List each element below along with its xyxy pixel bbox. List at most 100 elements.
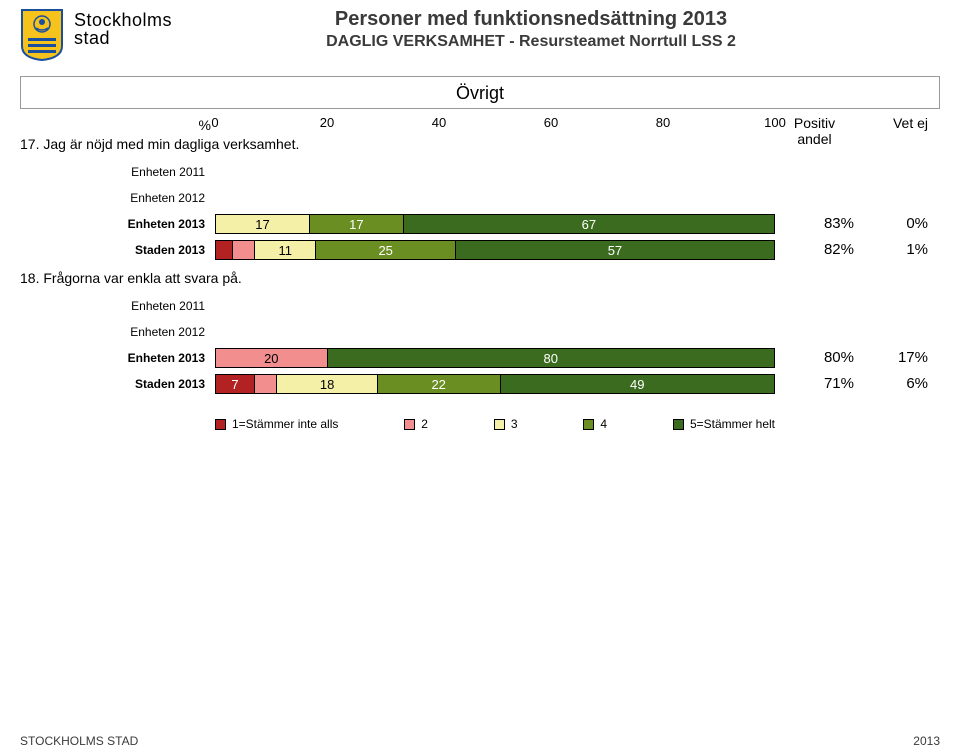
- chart-area: % 0 20 40 60 80 100 Positiv andel Vet ej 17. …: [20, 115, 940, 431]
- legend-swatch: [494, 419, 505, 430]
- vetej-value: 0%: [870, 211, 930, 237]
- bar-cell: [215, 319, 775, 345]
- vetej-value: [870, 159, 930, 185]
- positiv-value: 80%: [775, 345, 870, 371]
- row-label: Enheten 2013: [20, 345, 215, 371]
- data-row: Enheten 2012: [20, 319, 940, 345]
- legend: 1=Stämmer inte alls 2 3 4 5=Stämmer helt: [215, 417, 775, 431]
- positiv-value: [775, 293, 870, 319]
- chart-body: 17. Jag är nöjd med min dagliga verksamh…: [20, 135, 940, 397]
- data-row: Enheten 2012: [20, 185, 940, 211]
- footer-left: STOCKHOLMS STAD: [20, 734, 138, 748]
- page-subtitle: DAGLIG VERKSAMHET - Resursteamet Norrtul…: [122, 33, 940, 51]
- logo-stockholm: [20, 8, 64, 62]
- bar-segment: 25: [316, 241, 456, 259]
- vetej-value: 17%: [870, 345, 930, 371]
- bar-segment: 20: [216, 349, 328, 367]
- positiv-value: 82%: [775, 237, 870, 263]
- row-label: Enheten 2011: [20, 159, 215, 185]
- positiv-value: 71%: [775, 371, 870, 397]
- legend-swatch: [404, 419, 415, 430]
- legend-swatch: [215, 419, 226, 430]
- question-text: 18. Frågorna var enkla att svara på.: [20, 269, 420, 287]
- positiv-header: Positiv andel: [775, 115, 870, 135]
- positiv-value: [775, 185, 870, 211]
- vetej-value: [870, 185, 930, 211]
- legend-swatch: [583, 419, 594, 430]
- vetej-value: 1%: [870, 237, 930, 263]
- vetej-header: Vet ej: [870, 115, 930, 135]
- bar-cell: [215, 293, 775, 319]
- data-row: Enheten 2013208080%17%: [20, 345, 940, 371]
- bar-segment: 57: [456, 241, 774, 259]
- bar-segment: [216, 241, 233, 259]
- footer-right: 2013: [913, 734, 940, 748]
- stacked-bar: 7 182249: [215, 374, 775, 394]
- positiv-value: 83%: [775, 211, 870, 237]
- row-label: Enheten 2012: [20, 185, 215, 211]
- legend-item: 4: [583, 417, 607, 431]
- header: Stockholms stad Personer med funktionsne…: [20, 8, 940, 62]
- bar-segment: 67: [404, 215, 774, 233]
- section-title: Övrigt: [20, 76, 940, 109]
- axis-row: % 0 20 40 60 80 100 Positiv andel Vet ej: [20, 115, 940, 135]
- positiv-value: [775, 319, 870, 345]
- bar-segment: 80: [328, 349, 774, 367]
- bar-segment: 22: [378, 375, 501, 393]
- question-text: 17. Jag är nöjd med min dagliga verksamh…: [20, 135, 420, 153]
- pct-label: %: [20, 115, 215, 135]
- legend-item: 2: [404, 417, 428, 431]
- legend-label: 4: [600, 417, 607, 431]
- data-row: Staden 201311255782%1%: [20, 237, 940, 263]
- legend-label: 5=Stämmer helt: [690, 417, 775, 431]
- row-label: Enheten 2012: [20, 319, 215, 345]
- legend-swatch: [673, 419, 684, 430]
- bar-segment: 17: [310, 215, 404, 233]
- data-row: Staden 20137 18224971%6%: [20, 371, 940, 397]
- row-label: Staden 2013: [20, 237, 215, 263]
- data-row: Enheten 201317176783%0%: [20, 211, 940, 237]
- axis-tick: 60: [544, 115, 558, 130]
- legend-item: 3: [494, 417, 518, 431]
- data-row: Enheten 2011: [20, 159, 940, 185]
- legend-label: 3: [511, 417, 518, 431]
- bar-cell: 7 182249: [215, 371, 775, 397]
- vetej-value: [870, 319, 930, 345]
- bar-cell: 2080: [215, 345, 775, 371]
- stacked-bar: 112557: [215, 240, 775, 260]
- legend-label: 1=Stämmer inte alls: [232, 417, 338, 431]
- row-label: Staden 2013: [20, 371, 215, 397]
- footer: STOCKHOLMS STAD 2013: [20, 734, 940, 748]
- vetej-value: 6%: [870, 371, 930, 397]
- bar-cell: [215, 185, 775, 211]
- legend-item: 1=Stämmer inte alls: [215, 417, 338, 431]
- bar-segment: 17: [216, 215, 310, 233]
- bar-cell: [215, 159, 775, 185]
- question-label: 18. Frågorna var enkla att svara på.: [20, 269, 940, 287]
- axis-tick: 40: [432, 115, 446, 130]
- bar-cell: 171767: [215, 211, 775, 237]
- bar-segment: 49: [501, 375, 774, 393]
- bar-segment: 18: [277, 375, 377, 393]
- positiv-value: [775, 159, 870, 185]
- axis-tick: 100: [764, 115, 786, 130]
- axis-tick: 20: [320, 115, 334, 130]
- axis-tick: 80: [656, 115, 670, 130]
- legend-label: 2: [421, 417, 428, 431]
- row-label: Enheten 2011: [20, 293, 215, 319]
- legend-item: 5=Stämmer helt: [673, 417, 775, 431]
- row-label: Enheten 2013: [20, 211, 215, 237]
- stacked-bar: 171767: [215, 214, 775, 234]
- bar-segment: [233, 241, 255, 259]
- data-row: Enheten 2011: [20, 293, 940, 319]
- vetej-value: [870, 293, 930, 319]
- bar-segment: 7: [216, 375, 255, 393]
- bar-cell: 112557: [215, 237, 775, 263]
- axis-tick: 0: [211, 115, 218, 130]
- bar-segment: 11: [255, 241, 316, 259]
- axis-ticks: 020406080100: [215, 115, 775, 135]
- page-title: Personer med funktionsnedsättning 2013: [122, 8, 940, 31]
- bar-segment: [255, 375, 277, 393]
- stacked-bar: 2080: [215, 348, 775, 368]
- title-block: Personer med funktionsnedsättning 2013 D…: [122, 8, 940, 51]
